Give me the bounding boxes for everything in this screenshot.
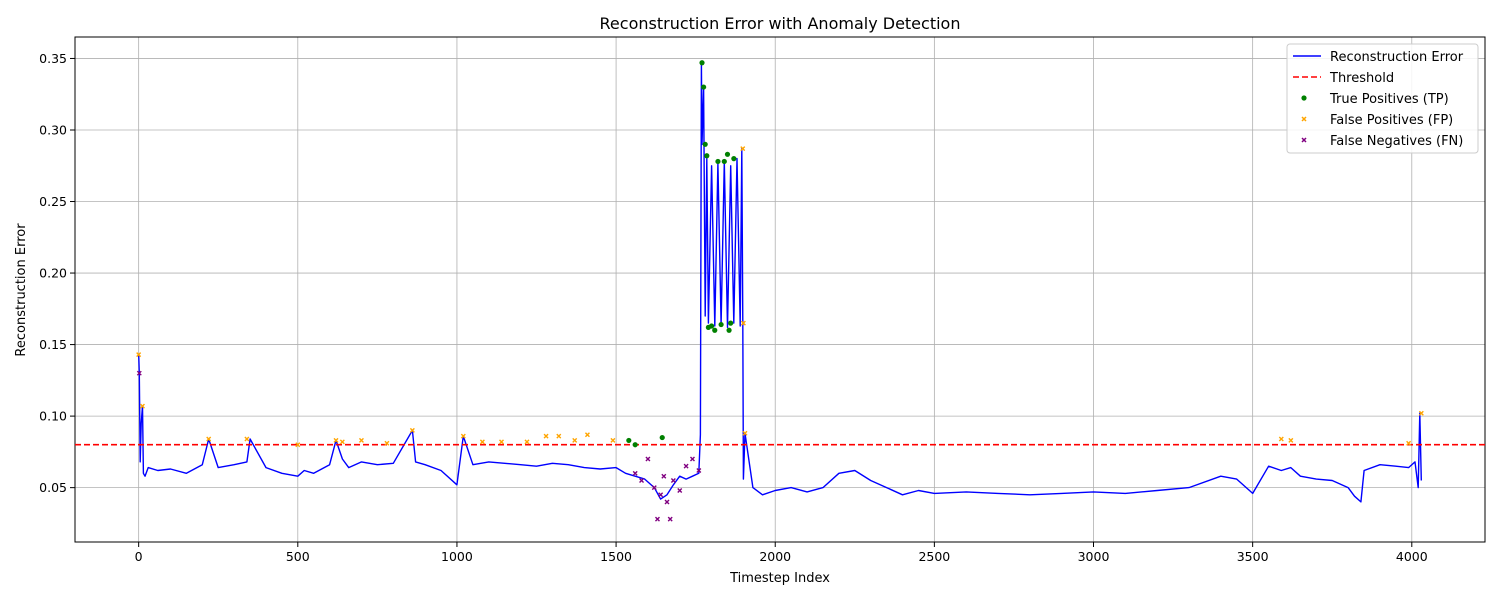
y-tick-label: 0.05 <box>39 480 67 495</box>
fp-point <box>460 433 466 439</box>
x-tick-label: 3000 <box>1078 549 1110 564</box>
fp-point <box>543 433 549 439</box>
fn-point <box>645 456 651 462</box>
fn-point <box>136 370 142 376</box>
fn-point <box>677 488 683 493</box>
fp-point <box>742 430 748 436</box>
x-tick-label: 3500 <box>1237 549 1269 564</box>
x-tick-label: 0 <box>135 549 143 564</box>
fn-point <box>670 477 676 483</box>
fn-point <box>658 492 664 498</box>
tp-point <box>712 327 718 333</box>
fp-point <box>479 439 485 445</box>
fp-point <box>584 432 590 438</box>
y-tick-label: 0.20 <box>39 266 67 281</box>
tp-point <box>702 141 708 147</box>
x-tick-label: 1000 <box>441 549 473 564</box>
chart-title: Reconstruction Error with Anomaly Detect… <box>600 14 961 33</box>
legend-marker-fn <box>1301 137 1307 143</box>
fp-point <box>409 427 415 433</box>
fp-point <box>1406 440 1412 446</box>
tp-point <box>626 437 632 444</box>
x-axis-title: Timestep Index <box>729 571 830 586</box>
legend-box <box>1286 43 1479 154</box>
fp-point <box>740 320 746 326</box>
fp-point <box>1418 410 1424 416</box>
legend-marker-tp <box>1301 95 1307 101</box>
tp-point <box>724 151 731 157</box>
fn-point <box>654 516 660 522</box>
fn-point <box>664 499 670 505</box>
fp-point <box>244 436 250 442</box>
fn-point <box>667 516 673 522</box>
tp-point <box>718 321 724 328</box>
fn-point <box>689 456 695 462</box>
grid-layer <box>75 37 1485 542</box>
y-tick-label: 0.35 <box>39 51 67 66</box>
fp-point <box>1288 437 1294 443</box>
fn-point <box>683 463 689 469</box>
x-tick-label: 1500 <box>600 549 632 564</box>
fn-point <box>661 473 667 479</box>
series-layer <box>75 60 1485 522</box>
plot-frame <box>74 36 1486 543</box>
tp-point <box>632 442 638 448</box>
legend-label-tp: True Positives (TP) <box>1329 92 1449 107</box>
legend-label-error: Reconstruction Error <box>1330 50 1464 65</box>
fp-point <box>1278 436 1284 442</box>
x-tick-label: 2500 <box>918 549 950 564</box>
x-tick-label: 500 <box>286 549 310 564</box>
y-tick-label: 0.10 <box>39 409 67 424</box>
fp-point <box>206 436 212 442</box>
fp-point <box>295 442 301 448</box>
fp-point <box>384 440 390 446</box>
ticks-layer: 0 500 1000 1500 2000 2500 3000 3500 4000 0.05 0.10… <box>39 51 1428 564</box>
tp-point <box>728 320 734 326</box>
fp-point <box>572 437 578 443</box>
fp-point <box>339 439 345 445</box>
tp-point <box>701 84 707 90</box>
tp-point <box>731 156 737 162</box>
legend-marker-fp <box>1301 116 1307 122</box>
tp-point <box>659 434 665 441</box>
fn-point <box>639 477 645 483</box>
tp-point <box>708 323 715 329</box>
fn-point <box>696 467 702 473</box>
legend: Reconstruction Error Threshold True Posi… <box>1286 43 1479 154</box>
y-tick-label: 0.30 <box>39 122 67 137</box>
fp-point <box>740 146 746 152</box>
fp-point <box>556 433 562 439</box>
y-axis-title: Reconstruction Error <box>14 223 29 357</box>
tp-point <box>704 153 710 159</box>
fp-point <box>136 352 142 358</box>
tp-point <box>699 60 705 66</box>
fn-point <box>632 470 638 476</box>
legend-label-threshold: Threshold <box>1329 71 1394 86</box>
tp-point <box>726 327 732 333</box>
fp-point <box>358 437 364 443</box>
fp-point <box>139 403 145 409</box>
y-tick-label: 0.25 <box>39 194 67 209</box>
tp-point <box>715 158 721 165</box>
legend-label-fp: False Positives (FP) <box>1330 113 1453 128</box>
x-tick-label: 2000 <box>759 549 791 564</box>
y-tick-label: 0.15 <box>39 337 67 352</box>
fp-point <box>610 437 616 443</box>
fp-point <box>333 437 339 443</box>
fn-point <box>651 485 657 491</box>
x-tick-label: 4000 <box>1396 549 1428 564</box>
legend-label-fn: False Negatives (FN) <box>1330 134 1463 149</box>
fp-point <box>499 439 504 445</box>
tp-point <box>721 158 727 165</box>
fp-point <box>524 439 530 445</box>
series-line-reconstruction-error <box>138 62 1422 503</box>
